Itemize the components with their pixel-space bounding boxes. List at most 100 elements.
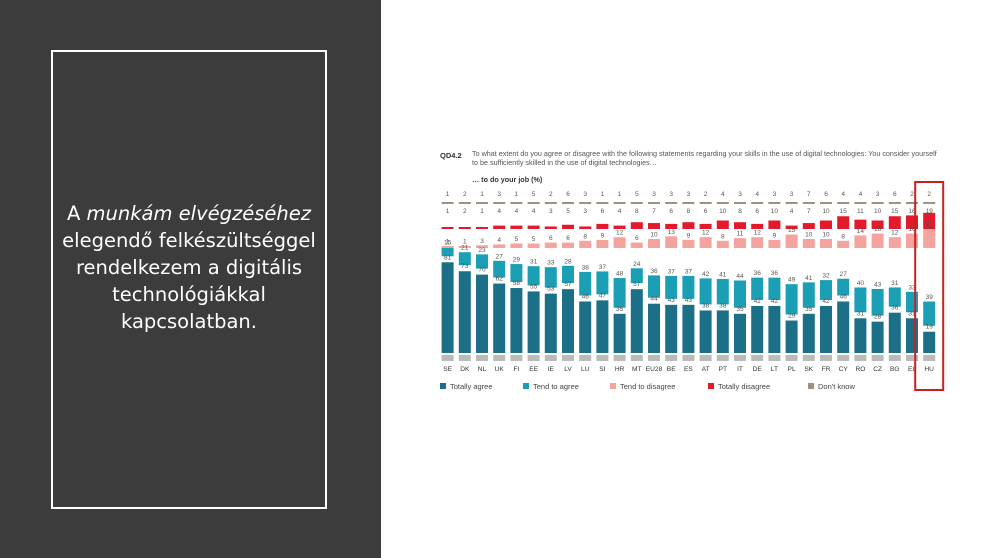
bar-totally-disagree (802, 223, 815, 229)
bar-label: 14 (857, 228, 865, 235)
flag-icon (734, 355, 746, 361)
bar-totally-agree (476, 274, 488, 353)
bar-label: 27 (840, 271, 848, 278)
bar-totally-agree (579, 301, 592, 353)
bar-dont-know (871, 202, 884, 204)
bar-label: 2 (549, 191, 553, 198)
bar-totally-agree (458, 271, 471, 353)
bar-dont-know (613, 202, 626, 204)
bar-label: 4 (841, 191, 845, 198)
bar-label: 3 (687, 191, 691, 198)
bar-label: 2 (704, 191, 708, 198)
x-tick-label: IT (737, 366, 743, 373)
bar-totally-disagree (665, 223, 678, 229)
bar-tend-to-disagree (458, 246, 471, 248)
bar-label: 53 (547, 286, 555, 293)
bar-tend-to-agree (768, 277, 781, 300)
bar-label: 6 (635, 235, 639, 242)
bar-label: 4 (532, 208, 536, 215)
bar-label: 1 (446, 191, 450, 198)
flag-icon (854, 355, 867, 361)
flag-icon (527, 355, 540, 361)
flag-icon (751, 355, 764, 361)
flag-icon (768, 355, 781, 361)
highlight-box (914, 181, 945, 391)
bar-label: 44 (736, 273, 744, 280)
bar-label: 15 (891, 208, 899, 215)
bar-totally-agree (648, 303, 660, 353)
x-axis-ticks: SE DK NL UK FI EE IE LV LU SI HR MT EU28 BE ES AT PT IT DE… (441, 355, 936, 373)
bar-tend-to-agree (871, 288, 884, 316)
bar-label: 43 (685, 297, 693, 304)
bar-tend-to-disagree (510, 243, 523, 248)
flag-icon (802, 355, 815, 361)
x-tick-label: PL (788, 366, 796, 373)
bar-dont-know (527, 202, 540, 204)
bar-totally-disagree (458, 227, 471, 229)
bar-label: 15 (840, 208, 848, 215)
bar-label: 9 (687, 232, 691, 239)
bar-tend-to-disagree (923, 229, 936, 248)
bars-layer (441, 202, 936, 353)
bar-totally-agree (751, 305, 764, 353)
flag-icon (716, 355, 729, 361)
slide-text: A munkám elvégzéséhez elegendő felkészül… (54, 200, 324, 335)
legend-label: Totally disagree (718, 382, 770, 391)
bar-label: 19 (926, 324, 934, 331)
x-tick-label: DK (460, 366, 470, 373)
bar-label: 4 (618, 208, 622, 215)
bar-totally-agree (716, 310, 729, 353)
bar-tend-to-agree (923, 301, 936, 326)
left-panel (0, 0, 381, 558)
bar-dont-know (906, 202, 918, 204)
bar-totally-agree (562, 289, 574, 353)
bar-dont-know (682, 202, 695, 204)
bar-label: 4 (755, 191, 759, 198)
bar-label: 31 (857, 310, 865, 317)
flag-icon (837, 355, 850, 361)
bar-label: 2 (927, 191, 931, 198)
bar-totally-agree (544, 293, 557, 353)
bar-dont-know (802, 202, 815, 204)
bar-totally-agree (699, 310, 712, 353)
bar-label: 3 (583, 191, 587, 198)
flag-icon (476, 355, 488, 361)
flag-icon (544, 355, 557, 361)
legend-swatch (440, 383, 446, 389)
bar-label: 42 (771, 298, 779, 305)
bar-label: 10 (874, 208, 882, 215)
x-tick-label: PT (719, 366, 727, 373)
bar-label: 5 (566, 208, 570, 215)
bar-tend-to-agree (596, 271, 609, 295)
bar-totally-agree (734, 313, 746, 353)
bar-totally-agree (441, 262, 454, 353)
bar-tend-to-agree (579, 271, 592, 296)
bar-label: 2 (463, 191, 467, 198)
bar-label: 35 (616, 306, 624, 313)
bar-dont-know (734, 202, 746, 204)
flag-icon (699, 355, 712, 361)
bar-totally-agree (802, 313, 815, 353)
x-tick-label: LU (581, 366, 590, 373)
bar-totally-disagree (630, 222, 643, 229)
bar-tend-to-disagree (527, 243, 540, 248)
bar-label: 1 (463, 239, 467, 246)
bar-label: 3 (738, 191, 742, 198)
bar-tend-to-disagree (441, 246, 454, 248)
bar-tend-to-disagree (888, 237, 901, 248)
flag-icon (682, 355, 695, 361)
bar-label: 2 (910, 191, 914, 198)
bar-tend-to-disagree (820, 239, 832, 248)
x-tick-label: NL (478, 366, 487, 373)
flag-icon (441, 355, 454, 361)
bar-dont-know (923, 202, 936, 204)
bar-label: 4 (497, 208, 501, 215)
bar-label: 41 (805, 275, 813, 282)
bar-tend-to-disagree (579, 240, 592, 248)
legend-label: Don't know (818, 382, 855, 391)
x-tick-label: RO (855, 366, 865, 373)
bar-tend-to-disagree (648, 239, 660, 248)
bar-tend-to-disagree (476, 245, 488, 248)
bar-totally-disagree (476, 227, 488, 229)
bar-label: 36 (754, 270, 762, 277)
